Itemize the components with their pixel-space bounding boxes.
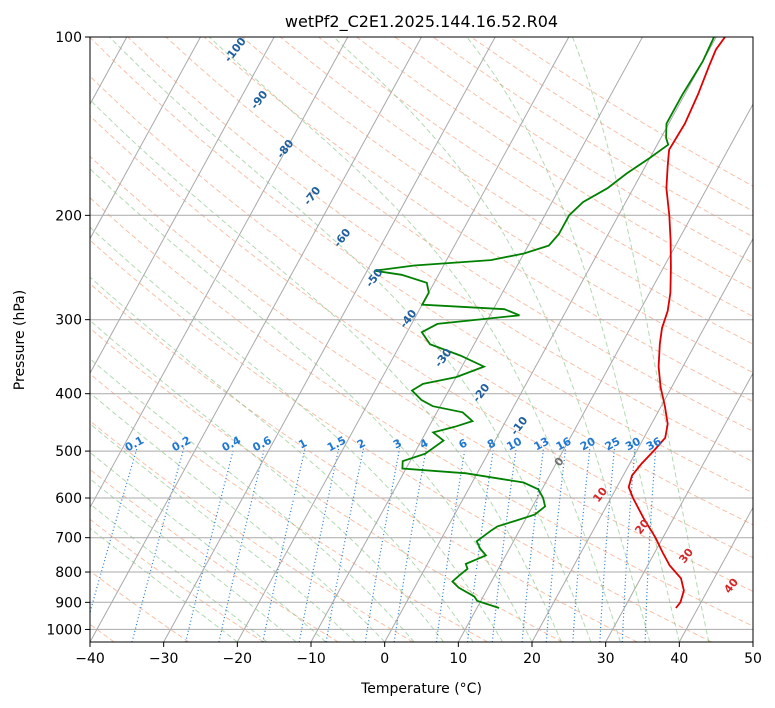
isotherm-line <box>752 640 753 642</box>
dry-adiabat-line <box>318 37 753 318</box>
isotherm-line <box>678 506 753 642</box>
mixing-ratio-line <box>435 448 466 642</box>
x-tick-label: 10 <box>449 651 467 667</box>
dry-adiabat-line <box>90 197 753 627</box>
dry-adiabat-line <box>90 373 488 642</box>
x-tick-label: 0 <box>380 651 389 667</box>
x-tick-label: −40 <box>75 651 105 667</box>
moist-adiabat-line <box>466 37 680 642</box>
x-tick-label: −10 <box>296 651 326 667</box>
isotherm-line <box>90 37 201 240</box>
isotherm-line <box>457 103 753 642</box>
moist-adiabat-line <box>333 37 651 642</box>
moist-adiabat-line <box>90 503 268 642</box>
mixing-ratio-label: 13 <box>532 435 552 454</box>
moist-adiabat-line <box>90 423 356 642</box>
y-axis-ticks: 100 200 300 400 500 600 700 800 900 1000 <box>46 30 90 638</box>
y-tick-label: 900 <box>55 595 82 611</box>
dry-adiabat-line <box>90 570 190 642</box>
x-axis-label: Temperature (°C) <box>360 681 482 697</box>
dry-adiabat-line <box>90 37 753 494</box>
moist-adiabat-line <box>90 478 297 642</box>
y-tick-label: 200 <box>55 208 82 224</box>
dry-adiabat-line <box>90 155 753 592</box>
mixing-ratio-line <box>393 448 427 642</box>
y-tick-label: 300 <box>55 313 82 329</box>
isotherm-line <box>90 37 422 642</box>
plot-frame <box>89 36 754 643</box>
mixing-ratio-label: 25 <box>603 435 623 454</box>
mixing-ratio-label: 30 <box>623 435 643 454</box>
mixing-ratio-label: 36 <box>644 435 664 454</box>
dry-adiabat-line <box>90 282 638 642</box>
moist-adiabat-line <box>90 276 474 642</box>
moist-adiabat-line <box>208 37 621 642</box>
x-tick-label: 50 <box>744 651 762 667</box>
profile-series <box>374 37 726 609</box>
y-tick-label: 800 <box>55 565 82 581</box>
mixing-ratio-line <box>466 448 495 642</box>
x-tick-label: 20 <box>523 651 541 667</box>
dry-adiabats <box>90 37 753 642</box>
isotherm-gridlines <box>90 37 753 642</box>
dry-adiabat-line <box>90 239 712 642</box>
x-tick-label: 40 <box>670 651 688 667</box>
mixing-ratio-label: 16 <box>554 435 574 454</box>
isotherm-line <box>90 37 349 509</box>
dry-adiabat-line <box>90 468 339 642</box>
moist-adiabat-line <box>90 319 444 642</box>
isotherm-line <box>163 37 496 642</box>
y-tick-label: 100 <box>55 30 82 46</box>
dewpoint-profile-line <box>374 37 715 609</box>
isotherm-line <box>90 37 275 375</box>
x-tick-label: −20 <box>223 651 253 667</box>
isotherm-line <box>236 37 570 642</box>
moist-adiabat-line <box>90 168 533 642</box>
y-tick-label: 500 <box>55 444 82 460</box>
isotherm-line <box>531 237 753 642</box>
mixing-ratio-line <box>491 448 517 642</box>
y-tick-label: 1000 <box>46 622 82 638</box>
isobar-gridlines <box>90 37 753 630</box>
chart-title: wetPf2_C2E1.2025.144.16.52.R04 <box>285 12 558 32</box>
y-axis-label: Pressure (hPa) <box>12 290 28 390</box>
temperature-profile-line <box>627 37 726 609</box>
x-tick-label: −30 <box>149 651 179 667</box>
mixing-ratio-line <box>218 448 265 642</box>
moist-adiabat-line <box>90 392 386 642</box>
moist-adiabats <box>90 37 710 642</box>
dry-adiabat-line <box>90 115 753 559</box>
x-axis-ticks: −40 −30 −20 −10 0 10 20 30 40 50 <box>75 642 762 667</box>
mixing-ratio-label: 10 <box>504 435 524 454</box>
moist-adiabat-line <box>90 527 238 642</box>
isotherm-line <box>384 37 717 642</box>
mixing-ratio-line <box>262 448 306 642</box>
moist-adiabat-line <box>90 451 327 642</box>
moist-adiabat-line <box>90 358 415 642</box>
dry-adiabat-line <box>90 518 264 642</box>
moist-adiabat-line <box>109 37 592 642</box>
mixing-ratio-label: 20 <box>578 435 598 454</box>
dry-adiabat-line <box>241 37 753 374</box>
dry-adiabat-line <box>280 37 753 345</box>
moist-adiabat-line <box>572 37 710 642</box>
y-tick-label: 600 <box>55 491 82 507</box>
dry-adiabat-line <box>127 37 753 463</box>
mixing-ratio-line <box>185 448 235 642</box>
x-tick-label: 30 <box>597 651 615 667</box>
isotherm-line <box>605 372 753 642</box>
plot-background <box>90 37 753 642</box>
y-tick-label: 700 <box>55 531 82 547</box>
y-tick-label: 400 <box>55 387 82 403</box>
isotherm-line <box>310 37 643 642</box>
